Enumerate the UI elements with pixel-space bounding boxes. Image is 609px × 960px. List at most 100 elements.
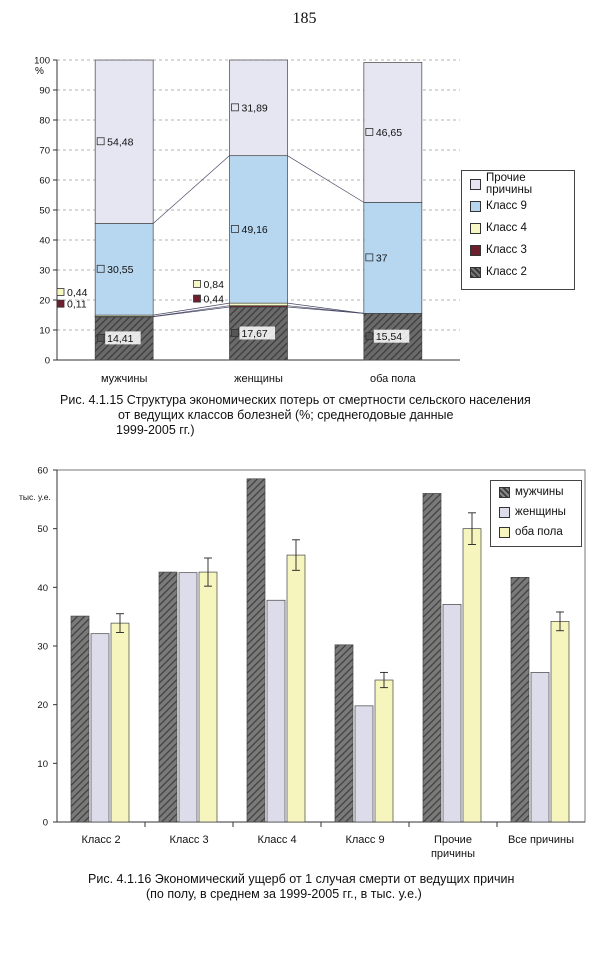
legend-label: оба пола [515, 526, 563, 538]
y-tick-label: 0 [43, 818, 48, 829]
legend-swatch [470, 178, 481, 190]
caption-line: 1999-2005 гг.) [116, 423, 195, 437]
bar-segment [363, 62, 423, 203]
legend-label: Прочие причины [486, 172, 533, 196]
y-tick-label: 80 [39, 116, 50, 127]
series-connector [287, 302, 364, 314]
y-tick-label: 0 [45, 356, 50, 367]
series-connector [153, 302, 230, 316]
legend-item-women: женщины [491, 502, 581, 522]
data-label-marker [96, 137, 105, 146]
caption-line: Рис. 4.1.15 Структура экономических поте… [60, 393, 531, 407]
legend-item-both: оба пола [491, 522, 581, 542]
legend-item-class4: Класс 4 [462, 217, 574, 239]
bar [70, 615, 90, 823]
x-tick-label: Класс 2 [81, 834, 120, 846]
outside-data-label-marker [193, 279, 201, 288]
chart1-legend: Прочие причины Класс 9 Класс 4 Класс 3 К… [461, 170, 575, 290]
bar [374, 679, 394, 823]
series-connector [152, 155, 230, 224]
y-tick-label: 10 [39, 326, 50, 337]
bar [422, 493, 442, 823]
x-tick-label: оба пола [370, 373, 417, 385]
data-label: 54,48 [107, 136, 133, 148]
legend-label: Класс 3 [486, 244, 527, 256]
bar [246, 478, 266, 823]
bar [442, 603, 462, 823]
x-tick-label: Класс 9 [345, 834, 384, 846]
bar [198, 571, 218, 823]
data-label-marker [231, 103, 239, 112]
y-tick-label: 40 [37, 583, 48, 594]
bar-segment [94, 59, 154, 224]
bar [178, 572, 198, 823]
bar [286, 554, 306, 823]
legend-item-other: Прочие причины [462, 172, 574, 196]
y-tick-label: 30 [37, 642, 48, 653]
outside-data-label-marker [56, 288, 65, 296]
x-tick-label: Класс 4 [257, 834, 296, 846]
data-label: 49,16 [242, 224, 268, 236]
legend-swatch [499, 486, 510, 498]
y-axis-unit: тыс. у.е. [19, 492, 51, 502]
y-tick-label: 100 [34, 56, 50, 67]
data-label-marker [96, 264, 105, 273]
outside-data-label: 0,44 [67, 287, 88, 299]
bar [530, 672, 550, 823]
page-number: 185 [292, 10, 317, 27]
legend-label: мужчины [515, 486, 564, 498]
data-label: 31,89 [242, 102, 268, 114]
y-tick-label: 60 [39, 176, 50, 187]
legend-item-class3: Класс 3 [462, 239, 574, 261]
series-connector [153, 305, 230, 317]
y-tick-label: 50 [39, 206, 50, 217]
caption-line: от ведущих классов болезней (%; среднего… [118, 408, 454, 422]
outside-data-label: 0,11 [67, 299, 87, 311]
bar [510, 577, 530, 823]
data-label-bg [373, 329, 410, 343]
data-label: 37 [376, 252, 388, 264]
x-tick-label: причины [431, 848, 475, 860]
outside-data-label-marker [56, 299, 65, 308]
bar [158, 571, 178, 823]
y-tick-label: 70 [39, 146, 50, 157]
bar-segment [229, 59, 288, 157]
data-label-marker [365, 128, 374, 136]
y-tick-label: 10 [37, 759, 48, 770]
caption-line: Рис. 4.1.16 Экономический ущерб от 1 слу… [88, 872, 515, 886]
legend-item-class2: Класс 2 [462, 261, 574, 283]
data-label-marker [231, 225, 239, 233]
y-tick-label: 40 [39, 236, 50, 247]
bar [266, 599, 286, 823]
series-connector [153, 306, 230, 318]
data-label: 15,54 [376, 331, 402, 343]
legend-item-men: мужчины [491, 482, 581, 502]
data-label-marker [96, 333, 105, 342]
figure2-caption: Рис. 4.1.16 Экономический ущерб от 1 слу… [88, 872, 558, 902]
bar-segment [363, 202, 423, 314]
legend-swatch [470, 200, 481, 212]
caption-line: (по полу, в среднем за 1999-2005 гг., в … [146, 887, 422, 901]
series-connector [287, 155, 365, 203]
bar [354, 705, 374, 823]
y-tick-label: 90 [39, 86, 50, 97]
y-axis-unit: % [35, 66, 44, 77]
legend-label: Класс 2 [486, 266, 527, 278]
bar [110, 622, 130, 823]
y-tick-label: 20 [39, 296, 50, 307]
data-label-marker [365, 253, 374, 262]
legend-swatch [499, 526, 510, 538]
y-tick-label: 50 [37, 524, 48, 535]
data-label: 46,65 [376, 127, 402, 139]
x-tick-label: мужчины [101, 373, 147, 385]
legend-swatch [499, 506, 510, 518]
figure1-caption: Рис. 4.1.15 Структура экономических поте… [60, 393, 560, 438]
legend-label: женщины [515, 506, 566, 518]
bar [462, 528, 482, 823]
bar [334, 644, 354, 823]
bar-segment [229, 155, 288, 304]
data-label-bg [105, 331, 141, 345]
